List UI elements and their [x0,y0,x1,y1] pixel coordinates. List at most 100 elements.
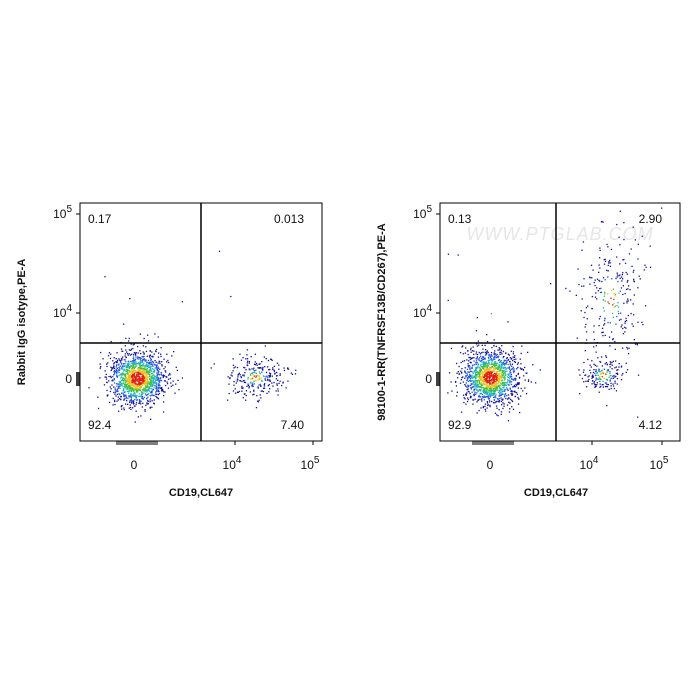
event-dot [148,362,150,364]
event-dot [269,373,272,375]
event-dot [132,356,135,358]
event-dot [114,391,117,393]
event-dot [595,369,597,371]
event-dot [466,350,469,352]
event-dot [614,293,617,295]
event-dot [119,387,121,390]
event-dot [478,379,480,381]
event-dot [267,366,269,368]
event-dot [497,391,500,393]
event-dot [258,371,261,373]
event-dot [596,298,598,300]
event-dot [599,247,601,249]
event-dot [129,385,131,387]
event-dot [633,278,635,280]
event-dot [468,391,470,393]
event-dot [493,396,495,399]
event-dot [146,366,149,368]
event-dot [495,357,498,359]
event-dot [149,365,151,367]
event-dot [591,360,593,362]
event-dot [632,226,634,228]
event-dot [88,387,90,389]
event-dot [589,369,591,371]
event-dot [229,377,231,379]
event-dot [134,352,136,354]
event-dot [449,372,451,374]
event-dot [592,269,594,271]
event-dot [606,371,608,373]
event-dot [469,358,471,360]
event-dot [456,391,458,393]
event-dot [178,389,180,391]
event-dot [479,383,481,385]
event-dot [136,378,138,380]
event-dot [152,377,154,379]
event-dot [478,396,480,398]
event-dot [475,330,478,332]
event-dot [614,367,616,369]
event-dot [147,386,150,388]
event-dot [135,363,137,365]
event-dot [156,368,158,370]
event-dot [478,358,480,360]
event-dot [237,391,239,393]
event-dot [497,380,499,382]
event-dot [462,360,464,362]
event-dot [138,356,140,359]
event-dot [290,372,292,374]
event-dot [487,398,490,400]
tick-base: 10 [53,306,67,320]
event-dot [649,266,652,268]
event-dot [146,391,148,393]
event-dot [135,365,138,367]
event-dot [447,392,449,394]
event-dot [132,390,135,392]
event-dot [149,374,151,376]
event-dot [623,258,625,261]
event-dot [505,397,507,400]
event-dot [126,373,128,375]
event-dot [466,379,468,381]
event-dot [126,390,128,392]
event-dot [510,383,513,386]
event-dot [478,344,480,346]
event-dot [465,347,467,349]
event-dot [476,392,478,394]
event-dot [473,388,475,390]
event-dot [133,363,135,365]
event-dot [500,351,502,353]
event-dot [139,358,142,360]
event-dot [633,269,635,272]
event-dot [138,384,140,386]
event-dot [594,374,597,376]
event-dot [496,353,498,356]
event-dot [504,359,507,362]
event-dot [492,390,494,393]
event-dot [474,376,476,378]
event-dot [119,368,121,370]
event-dot [254,379,257,381]
event-dot [232,358,234,360]
event-dot [485,365,487,367]
event-dot [118,358,120,360]
event-dot [129,393,132,395]
event-dot [483,396,485,399]
event-dot [133,371,135,373]
event-dot [615,372,617,375]
event-dot [608,302,610,305]
event-dot [503,364,506,367]
event-dot [279,373,281,375]
event-dot [616,383,618,385]
event-dot [607,270,609,272]
event-dot [627,298,629,300]
event-dot [255,372,257,374]
event-dot [582,371,585,373]
event-dot [605,385,607,388]
event-dot [287,380,289,382]
event-dot [153,403,155,405]
event-dot [481,376,483,378]
event-dot [144,365,146,367]
event-dot [489,374,492,376]
event-dot [479,375,481,378]
